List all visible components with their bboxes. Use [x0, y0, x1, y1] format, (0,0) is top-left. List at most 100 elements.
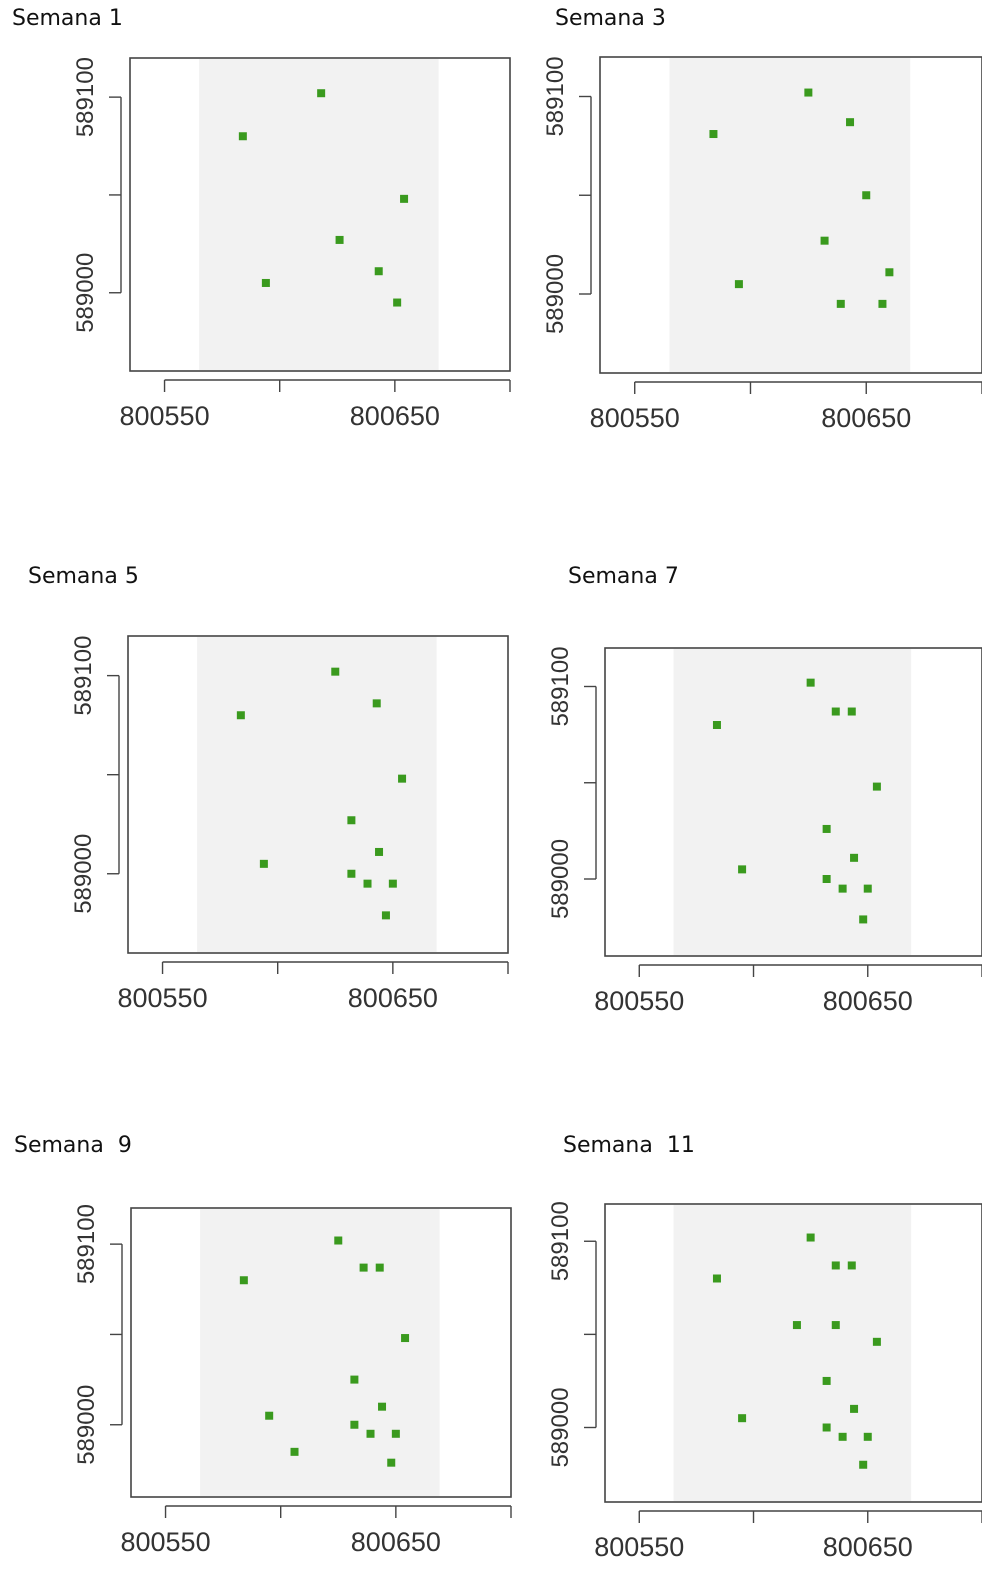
data-point [375, 847, 384, 856]
data-point [738, 865, 747, 874]
shaded-band [669, 58, 911, 372]
shaded-band [200, 1209, 440, 1496]
panel-2-title: Semana 3 [555, 6, 666, 31]
data-point [872, 1337, 881, 1346]
data-point [792, 1321, 801, 1330]
data-point [400, 194, 409, 203]
data-point [885, 268, 894, 277]
data-point [838, 884, 847, 893]
shaded-band [199, 59, 439, 370]
data-point [378, 1402, 387, 1411]
data-point [838, 1432, 847, 1441]
data-point [862, 191, 871, 200]
y-tick-label: 589100 [73, 1204, 100, 1284]
y-tick-label: 589000 [73, 1385, 100, 1465]
x-tick-label: 800550 [594, 1532, 684, 1562]
data-point [265, 1411, 274, 1420]
data-point [822, 875, 831, 883]
y-tick-label: 589000 [547, 839, 574, 919]
data-point [391, 1429, 400, 1438]
data-point [388, 879, 397, 888]
data-point [335, 235, 344, 244]
y-tick-label: 589100 [547, 1201, 574, 1281]
data-point [836, 299, 845, 308]
data-point [350, 1375, 359, 1384]
data-point [847, 1261, 856, 1270]
shaded-band [673, 1205, 912, 1501]
x-tick-label: 800550 [594, 986, 684, 1016]
panel-6-title: Semana 11 [563, 1133, 695, 1158]
data-point [822, 824, 831, 833]
panel-4-title: Semana 7 [568, 564, 679, 589]
data-point [712, 721, 721, 729]
data-point [331, 667, 340, 676]
x-tick-label: 800550 [117, 983, 207, 1013]
data-point [238, 132, 247, 141]
panel-3-title: Semana 5 [28, 564, 139, 589]
data-point [375, 1263, 384, 1272]
shaded-band [197, 637, 437, 952]
x-tick-label: 800650 [823, 986, 913, 1016]
data-point [236, 711, 245, 720]
data-point [398, 774, 407, 783]
data-point [822, 1376, 831, 1385]
data-point [831, 1321, 840, 1330]
data-point [878, 299, 887, 308]
data-point [359, 1263, 368, 1272]
data-point [804, 88, 813, 97]
data-point [863, 884, 872, 893]
y-tick-label: 589000 [547, 1387, 574, 1467]
plot-frame [604, 1203, 982, 1503]
plot-frame [127, 635, 509, 954]
y-tick-label: 589000 [72, 253, 99, 333]
data-point [859, 915, 868, 924]
data-point [712, 1274, 721, 1283]
data-point [738, 1414, 747, 1423]
data-point [366, 1429, 375, 1438]
plot-frame [599, 56, 982, 374]
data-point [290, 1447, 299, 1456]
data-point [347, 869, 356, 878]
data-point [259, 859, 268, 868]
data-point [372, 699, 381, 708]
y-tick-label: 589100 [542, 56, 569, 136]
y-tick-label: 589100 [72, 57, 99, 137]
data-point [859, 1460, 868, 1469]
x-tick-label: 800650 [348, 983, 438, 1013]
data-point [806, 1233, 815, 1242]
data-point [806, 678, 815, 687]
shaded-band [673, 649, 912, 955]
plot-frame [604, 647, 982, 957]
data-point [734, 280, 743, 289]
y-tick-label: 589100 [547, 646, 574, 726]
panel-1-title: Semana 1 [12, 6, 123, 31]
data-point [847, 707, 856, 716]
data-point [872, 782, 881, 791]
data-point [863, 1432, 872, 1441]
data-point [850, 853, 859, 862]
x-tick-label: 800650 [823, 1532, 913, 1562]
data-point [820, 236, 829, 245]
data-point [401, 1334, 410, 1343]
y-tick-label: 589100 [70, 636, 97, 716]
data-point [831, 707, 840, 716]
x-tick-label: 800550 [119, 401, 209, 431]
data-point [381, 911, 390, 920]
plot-frame [129, 57, 511, 372]
x-tick-label: 800550 [590, 403, 680, 433]
data-point [831, 1261, 840, 1270]
data-point [393, 298, 402, 307]
data-point [846, 118, 855, 127]
plot-frame [130, 1207, 512, 1498]
panel-5-title: Semana 9 [14, 1133, 132, 1158]
data-point [350, 1420, 359, 1429]
x-tick-label: 800650 [821, 403, 911, 433]
data-point [261, 278, 270, 287]
data-point [822, 1423, 831, 1432]
data-point [387, 1458, 396, 1467]
